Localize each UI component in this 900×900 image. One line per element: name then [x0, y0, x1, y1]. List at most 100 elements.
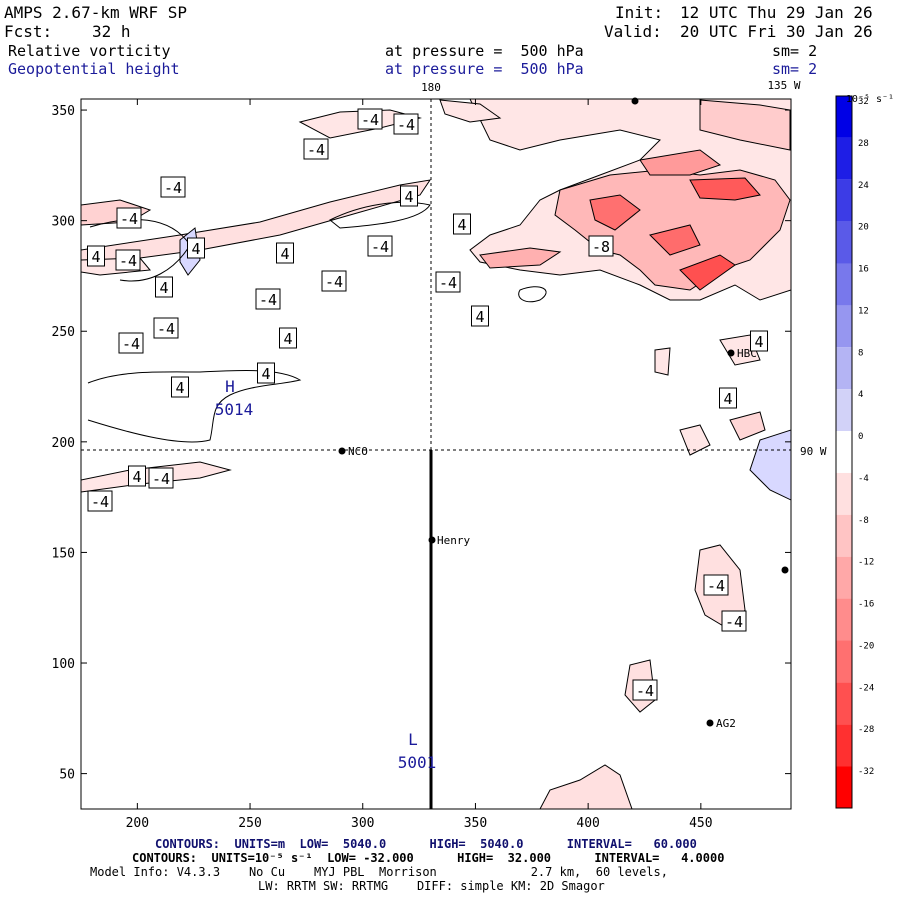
svg-text:-4: -4	[91, 493, 109, 511]
station-dot	[727, 349, 735, 357]
svg-text:4: 4	[132, 468, 141, 486]
colorbar-tick-label: 8	[858, 348, 863, 358]
contour-label: -4	[435, 271, 461, 293]
contour-label: -4	[393, 113, 419, 135]
contour-label: -4	[160, 176, 186, 198]
high-value: 5014	[215, 400, 254, 419]
station-dot	[631, 97, 639, 105]
forecast-hour: 32 h	[92, 22, 131, 41]
colorbar-segment	[836, 682, 852, 725]
colorbar-tick-label: 16	[858, 265, 869, 275]
contour-label: 4	[87, 245, 105, 267]
x-tick-label: 400	[576, 816, 599, 831]
colorbar-segment	[836, 179, 852, 222]
contour-label: -4	[721, 610, 747, 632]
contour-label: -4	[703, 574, 729, 596]
low-letter: L	[408, 730, 418, 749]
contour-label: 4	[719, 387, 737, 409]
init-time: 12 UTC Thu 29 Jan 26	[680, 3, 873, 22]
colorbar-frame	[835, 95, 853, 809]
pressure-centers: H 5014 L 5001	[215, 377, 437, 772]
contour-label: -4	[367, 235, 393, 257]
colorbar-tick-label: -16	[858, 600, 874, 610]
lon-180-label: 180	[421, 81, 441, 94]
colorbar-segment	[836, 96, 852, 138]
x-tick-label: 450	[689, 816, 712, 831]
init-label: Init:	[615, 3, 664, 22]
svg-text:-4: -4	[119, 252, 137, 270]
station-label: NCO	[348, 445, 368, 458]
contour-label: 4	[128, 465, 146, 487]
contour-label: -4	[148, 467, 174, 489]
svg-text:4: 4	[723, 390, 732, 408]
model-physics-info: LW: RRTM SW: RRTMG DIFF: simple KM: 2D S…	[258, 879, 605, 893]
colorbar-tick-label: -32	[858, 767, 874, 777]
field-height-name: Geopotential height	[8, 60, 180, 78]
colorbar-segment	[836, 305, 852, 348]
svg-text:-4: -4	[157, 320, 175, 338]
colorbar-segment	[836, 389, 852, 432]
colorbar-tick-label: -4	[858, 474, 869, 484]
y-tick-label: 200	[52, 436, 75, 451]
contour-label: -4	[303, 138, 329, 160]
colorbar-tick-label: 20	[858, 223, 869, 233]
contour-label: 4	[471, 305, 489, 327]
svg-text:4: 4	[261, 365, 270, 383]
contour-label: -4	[116, 207, 142, 229]
station-dot	[428, 536, 436, 544]
svg-text:4: 4	[283, 330, 292, 348]
colorbar-tick-label: -8	[858, 516, 869, 526]
colorbar-units: 10⁻⁵ s⁻¹	[846, 94, 894, 105]
colorbar-segment	[836, 724, 852, 767]
field-vorticity-smoothing: sm= 2	[772, 42, 818, 60]
model-info: Model Info: V4.3.3 No Cu MYJ PBL Morriso…	[90, 865, 668, 879]
contour-label: 4	[453, 213, 471, 235]
svg-text:4: 4	[91, 248, 100, 266]
field-height-smoothing: sm= 2	[772, 60, 818, 78]
high-letter: H	[225, 377, 235, 396]
svg-text:4: 4	[457, 216, 466, 234]
y-tick-label: 100	[52, 657, 75, 672]
contour-label: 4	[276, 242, 294, 264]
low-value: 5001	[398, 753, 437, 772]
contour-label: -4	[357, 108, 383, 130]
lon-90w-label: 90 W	[800, 445, 827, 458]
plot-frame	[80, 98, 792, 810]
contour-label: -4	[321, 270, 347, 292]
colorbar-tick-label: 12	[858, 306, 869, 316]
colorbar-segment	[836, 472, 852, 515]
colorbar-tick-label: -12	[858, 558, 874, 568]
contour-label: -8	[588, 235, 614, 257]
colorbar-tick-label: 24	[858, 181, 869, 191]
height-contour-info: CONTOURS: UNITS=m LOW= 5040.0 HIGH= 5040…	[155, 837, 697, 851]
contour-label: 4	[155, 276, 173, 298]
svg-text:-4: -4	[164, 179, 182, 197]
svg-text:-4: -4	[725, 613, 743, 631]
contour-label: 4	[171, 376, 189, 398]
x-tick-label: 350	[464, 816, 487, 831]
contour-label: 4	[750, 330, 768, 352]
svg-text:-4: -4	[707, 577, 725, 595]
vorticity-field	[81, 99, 791, 809]
contour-label: 4	[400, 185, 418, 207]
station-dot	[781, 566, 789, 574]
colorbar-segment	[836, 347, 852, 390]
x-axis: 200 250 300 350 400 450	[126, 99, 713, 831]
svg-text:4: 4	[404, 188, 413, 206]
colorbar-tick-label: -28	[858, 725, 874, 735]
x-tick-label: 250	[238, 816, 261, 831]
station-dot	[706, 719, 714, 727]
colorbar: 32 28 24 20 16 12 8 4 0 -4 -8 -12 -16 -20 -24 -28 -32	[835, 95, 874, 809]
colorbar-segment	[836, 556, 852, 599]
station-dot	[338, 447, 346, 455]
colorbar-tick-label: 28	[858, 139, 869, 149]
svg-text:-4: -4	[122, 335, 140, 353]
svg-text:-4: -4	[371, 238, 389, 256]
lon-135w-label: 135 W	[767, 79, 800, 92]
contour-label: -4	[87, 490, 113, 512]
svg-text:-4: -4	[397, 116, 415, 134]
svg-text:-4: -4	[259, 291, 277, 309]
contour-label: 4	[279, 327, 297, 349]
